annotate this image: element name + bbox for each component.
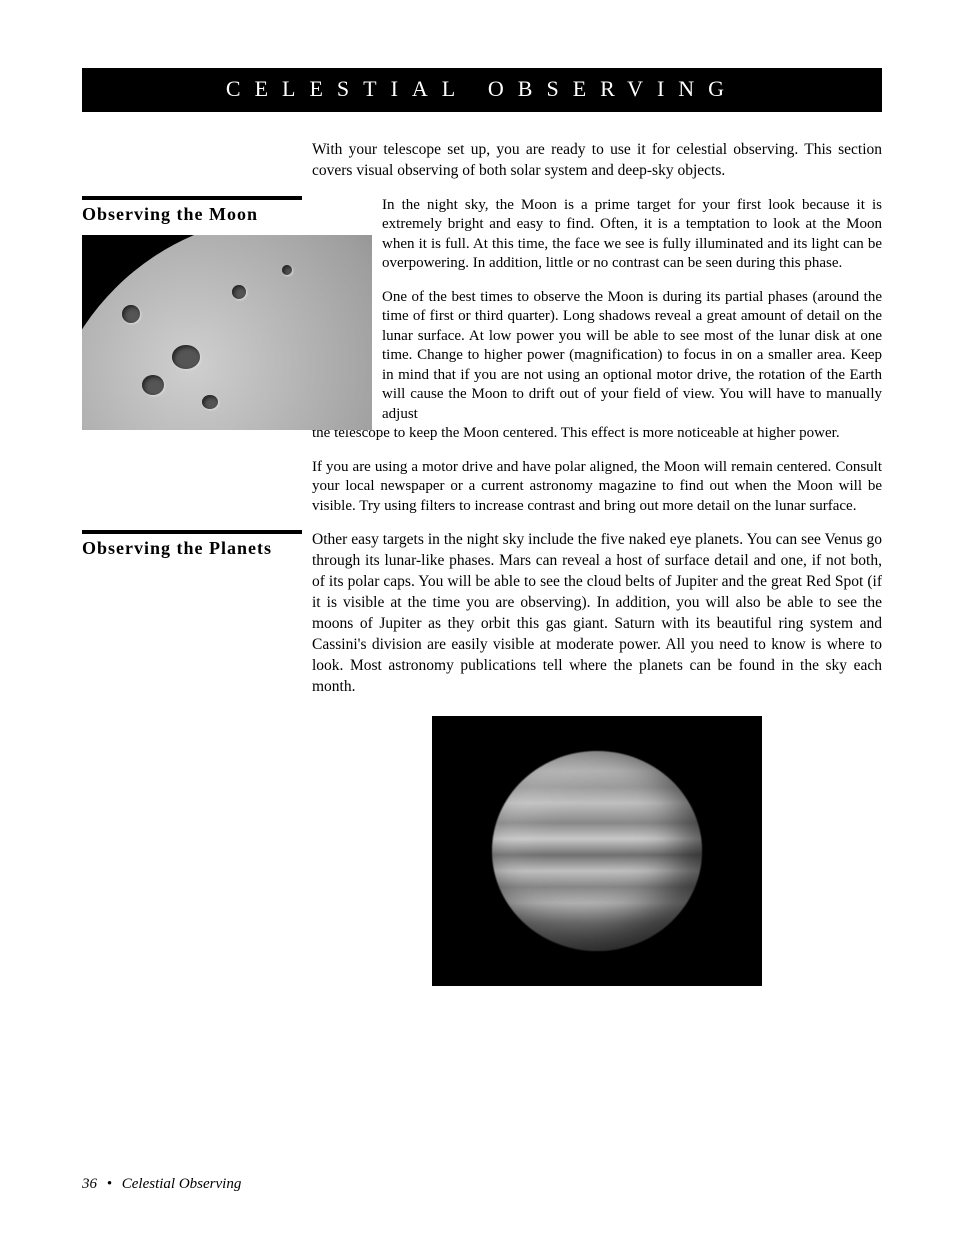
planets-p1: Other easy targets in the night sky incl… <box>312 530 882 697</box>
page-number: 36 <box>82 1176 97 1192</box>
footer-title: Celestial Observing <box>122 1176 242 1192</box>
footer-bullet: • <box>107 1176 112 1192</box>
jupiter-image <box>432 716 762 986</box>
section-heading-planets: Observing the Planets <box>82 537 312 560</box>
section-rule <box>82 530 302 534</box>
section-rule <box>82 196 302 200</box>
moon-p2b: the telescope to keep the Moon centered.… <box>312 424 882 444</box>
section-heading-moon: Observing the Moon <box>82 203 382 226</box>
moon-p2a: One of the best times to observe the Moo… <box>382 288 882 425</box>
moon-image <box>82 235 372 430</box>
moon-p1: In the night sky, the Moon is a prime ta… <box>382 196 882 274</box>
section-moon: Observing the Moon In the night sky, the… <box>82 196 882 517</box>
page-footer: 36 • Celestial Observing <box>82 1176 241 1193</box>
section-planets: Observing the Planets Other easy targets… <box>82 530 882 697</box>
intro-paragraph: With your telescope set up, you are read… <box>312 140 882 182</box>
chapter-banner: CELESTIAL OBSERVING <box>82 68 882 112</box>
banner-title: CELESTIAL OBSERVING <box>226 76 738 101</box>
moon-p3: If you are using a motor drive and have … <box>312 458 882 517</box>
